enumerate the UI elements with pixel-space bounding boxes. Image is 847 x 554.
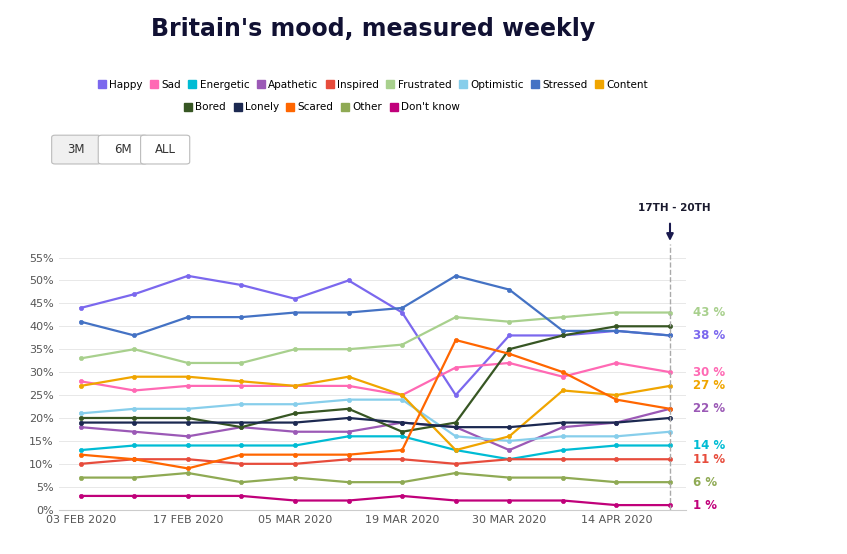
Text: 27 %: 27 %: [693, 379, 725, 392]
Text: ALL: ALL: [155, 143, 175, 156]
Text: 30 %: 30 %: [693, 366, 725, 378]
Text: 1 %: 1 %: [693, 499, 717, 511]
Legend: Bored, Lonely, Scared, Other, Don't know: Bored, Lonely, Scared, Other, Don't know: [184, 102, 460, 112]
Text: 17TH - 20TH: 17TH - 20TH: [638, 203, 711, 213]
Text: 38 %: 38 %: [693, 329, 725, 342]
Legend: Happy, Sad, Energetic, Apathetic, Inspired, Frustrated, Optimistic, Stressed, Co: Happy, Sad, Energetic, Apathetic, Inspir…: [97, 80, 648, 90]
Text: 22 %: 22 %: [693, 402, 725, 416]
Text: 43 %: 43 %: [693, 306, 725, 319]
Text: 3M: 3M: [68, 143, 85, 156]
Text: Britain's mood, measured weekly: Britain's mood, measured weekly: [151, 17, 595, 40]
Text: 14 %: 14 %: [693, 439, 725, 452]
Text: 6M: 6M: [114, 143, 131, 156]
Text: 6 %: 6 %: [693, 476, 717, 489]
Text: 11 %: 11 %: [693, 453, 725, 466]
